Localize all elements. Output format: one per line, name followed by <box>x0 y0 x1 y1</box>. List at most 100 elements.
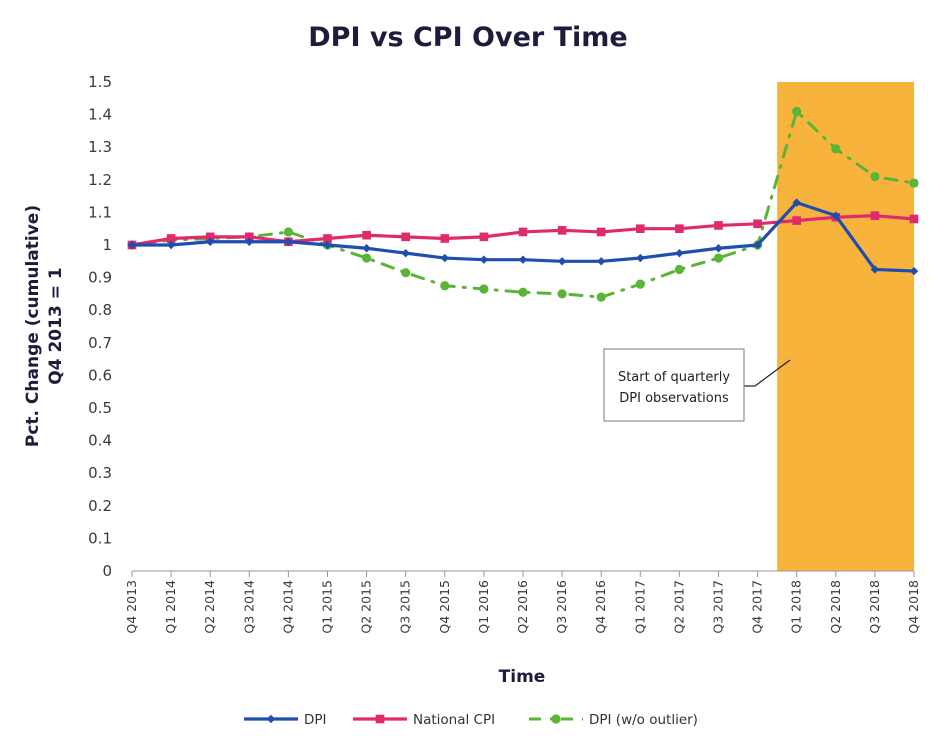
y-tick-label: 0.3 <box>88 464 112 482</box>
x-tick-label: Q3 2016 <box>554 580 569 634</box>
data-point <box>557 289 567 299</box>
data-point <box>440 281 450 291</box>
x-tick-label: Q1 2016 <box>476 580 491 634</box>
x-tick-label: Q4 2014 <box>280 580 295 634</box>
x-tick-label: Q3 2015 <box>398 580 413 634</box>
y-tick-label: 0.4 <box>88 432 112 450</box>
y-tick-label: 1.1 <box>88 203 112 221</box>
y-tick-label: 0 <box>102 562 112 580</box>
data-point <box>323 240 332 250</box>
data-point <box>401 248 410 258</box>
annotation-line-1: Start of quarterly <box>618 370 730 385</box>
x-tick-label: Q2 2017 <box>671 580 686 634</box>
y-tick-label: 1.3 <box>88 138 112 156</box>
series-line <box>130 109 916 299</box>
annotation-line-2: DPI observations <box>619 391 729 406</box>
data-point <box>245 232 254 242</box>
data-point <box>713 253 724 263</box>
data-point <box>909 266 919 276</box>
x-tick-label: Q4 2018 <box>906 580 921 634</box>
data-point <box>870 211 880 220</box>
y-tick-label: 0.1 <box>88 529 112 547</box>
series-lines <box>127 106 919 302</box>
data-point <box>557 257 567 266</box>
y-tick-label: 1 <box>102 236 112 254</box>
data-point <box>284 237 293 246</box>
legend-label: DPI (w/o outlier) <box>589 712 698 728</box>
data-point <box>440 234 450 243</box>
x-tick-label: Q2 2016 <box>515 580 530 634</box>
y-tick-label: 1.4 <box>88 106 112 124</box>
legend-item: National CPI <box>353 712 495 728</box>
data-point <box>401 268 411 278</box>
legend: DPI National CPI DPI (w/o outlier) <box>244 712 698 728</box>
data-point <box>792 106 802 116</box>
data-point <box>440 253 449 263</box>
data-point <box>362 244 371 253</box>
legend-swatch-marker <box>551 714 561 724</box>
x-tick-label: Q4 2017 <box>750 580 765 634</box>
data-point <box>675 248 684 258</box>
data-point <box>518 287 528 297</box>
data-point <box>596 292 606 302</box>
data-point <box>362 253 372 263</box>
x-tick-label: Q1 2018 <box>789 580 804 634</box>
y-axis-title-line-1: Pct. Change (cumulative) <box>23 205 43 447</box>
data-point <box>635 279 645 289</box>
data-point <box>870 265 880 274</box>
y-tick-label: 0.8 <box>88 301 112 319</box>
legend-item: DPI (w/o outlier) <box>529 712 698 728</box>
annotation: Start of quarterly DPI observations <box>603 348 791 422</box>
annotation-leader-line-b <box>754 359 791 387</box>
data-point <box>245 237 254 246</box>
data-point <box>479 232 489 242</box>
y-tick-label: 0.9 <box>88 269 112 287</box>
data-point <box>206 237 215 246</box>
x-tick-label: Q1 2017 <box>632 580 647 634</box>
data-point <box>753 219 762 229</box>
legend-swatch-marker <box>266 714 276 724</box>
y-axis-title-line-2: Q4 2013 = 1 <box>46 267 66 384</box>
data-point <box>714 244 723 253</box>
x-tick-label: Q3 2014 <box>241 580 256 634</box>
legend-swatch-marker <box>375 714 385 724</box>
x-tick-label: Q2 2014 <box>202 580 217 634</box>
data-point <box>636 224 645 233</box>
x-tick-label: Q4 2015 <box>437 580 452 634</box>
y-tick-label: 0.5 <box>88 399 112 417</box>
data-point <box>166 234 176 243</box>
data-point <box>518 227 528 237</box>
data-point <box>205 232 215 242</box>
x-axis-title: Time <box>499 667 546 687</box>
data-point <box>479 255 489 264</box>
x-axis: Q4 2013 Q1 2014 Q2 2014 Q3 2014 Q4 2014 Q1 20… <box>124 570 921 634</box>
legend-item: DPI <box>244 712 327 728</box>
data-point <box>909 214 919 224</box>
x-tick-label: Q3 2018 <box>867 580 882 634</box>
y-tick-label: 0.2 <box>88 497 112 515</box>
x-tick-label: Q1 2015 <box>320 580 335 634</box>
x-tick-label: Q3 2017 <box>711 580 726 634</box>
data-point <box>557 226 567 235</box>
data-point <box>792 216 801 225</box>
highlight-region <box>777 82 914 571</box>
data-point <box>127 240 137 250</box>
chart-title: DPI vs CPI Over Time <box>308 22 627 53</box>
data-point <box>362 230 371 240</box>
x-tick-label: Q1 2014 <box>163 580 178 634</box>
data-point <box>753 240 762 250</box>
data-point <box>166 240 176 250</box>
data-point <box>518 255 528 264</box>
data-point <box>831 144 841 154</box>
data-point <box>597 257 606 266</box>
legend-label: DPI <box>304 712 327 728</box>
x-tick-label: Q4 2016 <box>593 580 608 634</box>
data-point <box>323 234 332 243</box>
data-point <box>401 232 410 242</box>
data-point <box>283 227 293 237</box>
y-axis: 0 0.1 0.2 0.3 0.4 0.5 0.6 0.7 0.8 0.9 1 1.1 1.2 1.3 1.… <box>88 73 112 580</box>
y-tick-label: 0.6 <box>88 366 112 384</box>
data-point <box>479 284 489 294</box>
data-point <box>714 221 723 230</box>
y-tick-label: 1.5 <box>88 73 112 91</box>
